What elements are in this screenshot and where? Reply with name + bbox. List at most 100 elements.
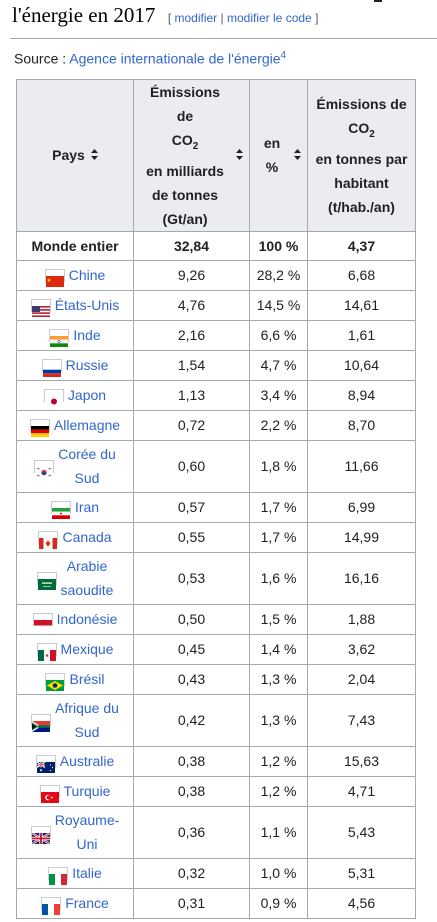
section-title: l'énergie en 2017 bbox=[12, 3, 156, 27]
country-cell: Japon bbox=[16, 379, 134, 411]
table-row-world: Monde entier 32,84 100 % 4,37 bbox=[16, 230, 416, 261]
cell-per-capita: 8,94 bbox=[307, 379, 416, 411]
table-row: Iran 0,57 1,7 % 6,99 bbox=[16, 491, 416, 523]
cell-emissions: 9,26 bbox=[133, 259, 250, 291]
country-cell: Inde bbox=[16, 319, 134, 351]
uk-flag-icon bbox=[30, 825, 51, 845]
cell-percent: 1,4 % bbox=[249, 633, 308, 665]
table-row: Allemagne 0,72 2,2 % 8,70 bbox=[16, 409, 416, 441]
cell-percent: 1,5 % bbox=[249, 603, 308, 635]
header-pays[interactable]: Pays bbox=[16, 79, 134, 232]
cell-percent: 2,2 % bbox=[249, 409, 308, 441]
country-cell: Brésil bbox=[16, 663, 134, 695]
world-per-capita: 4,37 bbox=[307, 230, 416, 261]
header-percent[interactable]: en % bbox=[249, 79, 308, 232]
country-link[interactable]: France bbox=[65, 895, 109, 912]
country-link[interactable]: Iran bbox=[74, 499, 100, 516]
cell-per-capita: 5,31 bbox=[307, 857, 416, 889]
country-link[interactable]: Mexique bbox=[60, 641, 114, 658]
cell-emissions: 1,13 bbox=[133, 379, 250, 411]
turkey-flag-icon bbox=[39, 784, 60, 803]
cell-emissions: 0,38 bbox=[133, 775, 250, 807]
cell-emissions: 0,43 bbox=[133, 663, 250, 695]
cell-percent: 1,2 % bbox=[249, 745, 308, 777]
canada-flag-icon bbox=[38, 530, 59, 549]
japan-flag-icon bbox=[43, 388, 64, 407]
russia-flag-icon bbox=[41, 358, 62, 377]
edit-link[interactable]: modifier bbox=[174, 11, 218, 25]
table-row: Russie 1,54 4,7 % 10,64 bbox=[16, 349, 416, 381]
country-link[interactable]: Brésil bbox=[69, 671, 105, 688]
country-link[interactable]: Canada bbox=[62, 529, 112, 546]
table-row: Turquie 0,38 1,2 % 4,71 bbox=[16, 775, 416, 807]
table-row: Japon 1,13 3,4 % 8,94 bbox=[16, 379, 416, 411]
india-flag-icon bbox=[49, 328, 70, 347]
country-cell: Russie bbox=[16, 349, 134, 381]
country-link[interactable]: Inde bbox=[73, 327, 101, 344]
cell-percent: 1,6 % bbox=[249, 551, 308, 605]
country-link[interactable]: Australie bbox=[59, 753, 115, 770]
country-link[interactable]: États-Unis bbox=[54, 297, 120, 314]
country-cell: Australie bbox=[16, 745, 134, 777]
mexico-flag-icon bbox=[36, 642, 57, 661]
table-row: Indonésie 0,50 1,5 % 1,88 bbox=[16, 603, 416, 635]
country-cell: États-Unis bbox=[16, 289, 134, 321]
usa-flag-icon bbox=[30, 298, 51, 317]
world-name: Monde entier bbox=[16, 230, 134, 261]
country-cell: Turquie bbox=[16, 775, 134, 807]
country-cell: Corée du Sud bbox=[16, 439, 134, 493]
cell-emissions: 4,76 bbox=[133, 289, 250, 321]
emissions-table: Pays Émissions de CO2 en milliards de to… bbox=[16, 79, 416, 919]
country-link[interactable]: Italie bbox=[72, 865, 102, 882]
cell-emissions: 1,54 bbox=[133, 349, 250, 381]
cell-percent: 6,6 % bbox=[249, 319, 308, 351]
italy-flag-icon bbox=[48, 866, 69, 885]
cell-percent: 1,7 % bbox=[249, 491, 308, 523]
cell-per-capita: 3,62 bbox=[307, 633, 416, 665]
country-link[interactable]: Royaume- Uni bbox=[54, 812, 120, 853]
france-flag-icon bbox=[41, 896, 62, 915]
cell-per-capita: 10,64 bbox=[307, 349, 416, 381]
table-row: Brésil 0,43 1,3 % 2,04 bbox=[16, 663, 416, 695]
reference-link[interactable]: 4 bbox=[280, 50, 287, 61]
source-line: Source : Agence internationale de l'éner… bbox=[14, 50, 287, 67]
cell-per-capita: 11,66 bbox=[307, 439, 416, 493]
source-link[interactable]: Agence internationale de l'énergie bbox=[69, 50, 281, 67]
country-link[interactable]: Indonésie bbox=[56, 611, 118, 628]
cell-percent: 1,3 % bbox=[249, 693, 308, 747]
country-cell: Iran bbox=[16, 491, 134, 523]
cell-emissions: 0,32 bbox=[133, 857, 250, 889]
brazil-flag-icon bbox=[45, 672, 66, 691]
country-link[interactable]: Corée du Sud bbox=[58, 446, 116, 487]
cell-per-capita: 6,68 bbox=[307, 259, 416, 291]
indonesia-flag-icon bbox=[32, 612, 53, 631]
cell-per-capita: 14,61 bbox=[307, 289, 416, 321]
germany-flag-icon bbox=[29, 418, 50, 437]
country-link[interactable]: Chine bbox=[68, 267, 106, 284]
sort-icon bbox=[294, 143, 301, 167]
header-emissions[interactable]: Émissions de CO2 en milliards de tonnes … bbox=[133, 79, 250, 232]
country-cell: Italie bbox=[16, 857, 134, 889]
table-row: États-Unis 4,76 14,5 % 14,61 bbox=[16, 289, 416, 321]
cell-per-capita: 15,63 bbox=[307, 745, 416, 777]
cell-per-capita: 8,70 bbox=[307, 409, 416, 441]
country-link[interactable]: Turquie bbox=[63, 783, 111, 800]
china-flag-icon bbox=[44, 268, 65, 287]
table-row: Inde 2,16 6,6 % 1,61 bbox=[16, 319, 416, 351]
cell-per-capita: 1,61 bbox=[307, 319, 416, 351]
cell-percent: 3,4 % bbox=[249, 379, 308, 411]
country-link[interactable]: Afrique du Sud bbox=[55, 700, 119, 741]
cell-per-capita: 4,71 bbox=[307, 775, 416, 807]
header-per-capita[interactable]: Émissions de CO2 en tonnes par habitant … bbox=[307, 79, 416, 232]
cell-percent: 1,1 % bbox=[249, 805, 308, 859]
country-link[interactable]: Arabie saoudite bbox=[60, 558, 114, 599]
country-cell: Chine bbox=[16, 259, 134, 291]
country-cell: Indonésie bbox=[16, 603, 134, 635]
table-row: Italie 0,32 1,0 % 5,31 bbox=[16, 857, 416, 889]
iran-flag-icon bbox=[50, 500, 71, 519]
edit-code-link[interactable]: modifier le code bbox=[227, 11, 312, 25]
country-link[interactable]: Russie bbox=[65, 357, 109, 374]
country-link[interactable]: Allemagne bbox=[53, 417, 121, 434]
cell-percent: 1,7 % bbox=[249, 521, 308, 553]
country-link[interactable]: Japon bbox=[67, 387, 107, 404]
